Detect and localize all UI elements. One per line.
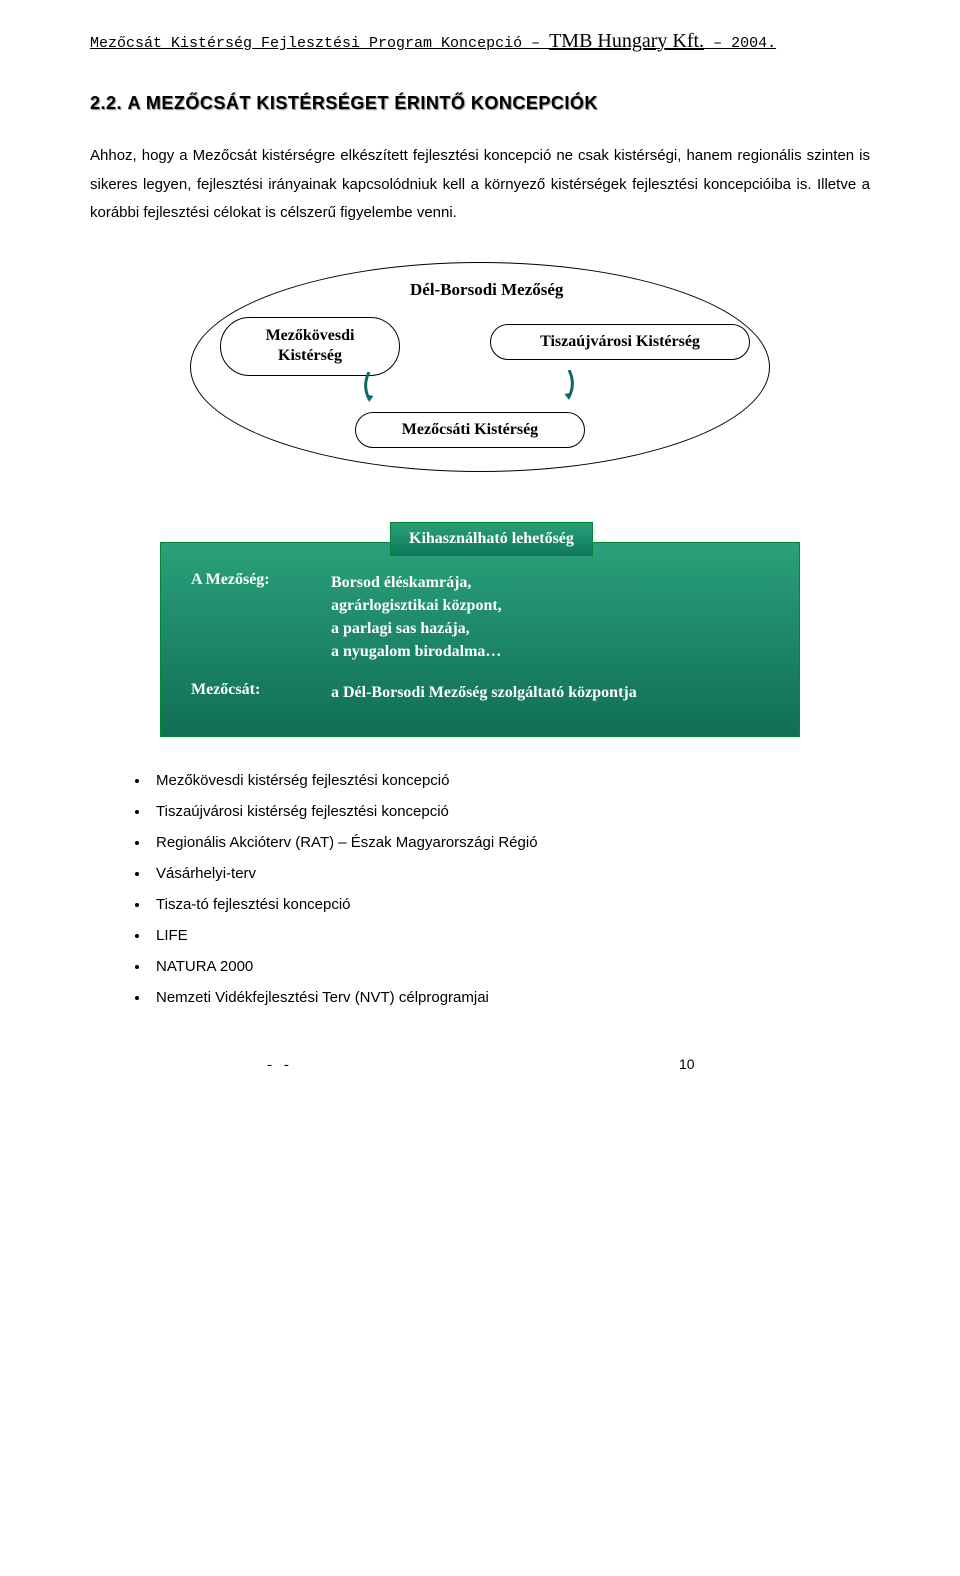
arrow-left (360, 372, 378, 402)
opportunity-tab: Kihasználható lehetőség (390, 522, 593, 556)
opportunity-panel: Kihasználható lehetőség A Mezőség: Borso… (160, 542, 800, 738)
node-mezokovesdi: MezőkövesdiKistérség (220, 317, 400, 377)
header-brand: TMB Hungary Kft. (549, 30, 704, 52)
list-item: Regionális Akcióterv (RAT) – Észak Magya… (150, 834, 870, 851)
opportunity-line: a nyugalom birodalma… (331, 640, 502, 663)
page-number: 10 (679, 1056, 695, 1072)
section-number: 2.2. (90, 93, 122, 113)
list-item: LIFE (150, 927, 870, 944)
opportunity-row-mezoseg: A Mezőség: Borsod éléskamrája, agrárlogi… (191, 571, 769, 664)
section-heading: 2.2. A MEZŐCSÁT KISTÉRSÉGET ÉRINTŐ KONCE… (90, 93, 870, 114)
header-title: Mezőcsát Kistérség Fejlesztési Program K… (90, 35, 549, 52)
page-footer: - - 10 (90, 1056, 870, 1074)
kisterseg-diagram: Dél-Borsodi Mezőség MezőkövesdiKistérség… (130, 262, 830, 482)
section-title-text: A MEZŐCSÁT KISTÉRSÉGET ÉRINTŐ KONCEPCIÓK (128, 93, 598, 113)
opportunity-values-mezocsat: a Dél-Borsodi Mezőség szolgáltató közpon… (331, 681, 637, 704)
list-item: Vásárhelyi-terv (150, 865, 870, 882)
intro-paragraph: Ahhoz, hogy a Mezőcsát kistérségre elkés… (90, 142, 870, 228)
opportunity-line: a parlagi sas hazája, (331, 617, 502, 640)
opportunity-line: Borsod éléskamrája, (331, 571, 502, 594)
opportunity-line: a Dél-Borsodi Mezőség szolgáltató közpon… (331, 681, 637, 704)
node-mezocsati: Mezőcsáti Kistérség (355, 412, 585, 448)
arrow-right (560, 370, 578, 400)
opportunity-box: A Mezőség: Borsod éléskamrája, agrárlogi… (160, 542, 800, 738)
list-item: Mezőkövesdi kistérség fejlesztési koncep… (150, 772, 870, 789)
list-item: Tiszaújvárosi kistérség fejlesztési konc… (150, 803, 870, 820)
diagram-title-label: Dél-Borsodi Mezőség (410, 280, 563, 300)
header-year: – 2004. (713, 35, 776, 52)
document-header: Mezőcsát Kistérség Fejlesztési Program K… (90, 30, 870, 53)
list-item: Nemzeti Vidékfejlesztési Terv (NVT) célp… (150, 989, 870, 1006)
list-item: NATURA 2000 (150, 958, 870, 975)
opportunity-values-mezoseg: Borsod éléskamrája, agrárlogisztikai köz… (331, 571, 502, 664)
list-item: Tisza-tó fejlesztési koncepció (150, 896, 870, 913)
node-tiszaujvarosi: Tiszaújvárosi Kistérség (490, 324, 750, 360)
footer-center: - - (265, 1058, 290, 1074)
opportunity-row-mezocsat: Mezőcsát: a Dél-Borsodi Mezőség szolgált… (191, 681, 769, 704)
opportunity-label-mezocsat: Mezőcsát: (191, 681, 331, 704)
opportunity-label-mezoseg: A Mezőség: (191, 571, 331, 664)
concept-list: Mezőkövesdi kistérség fejlesztési koncep… (150, 772, 870, 1006)
opportunity-line: agrárlogisztikai központ, (331, 594, 502, 617)
